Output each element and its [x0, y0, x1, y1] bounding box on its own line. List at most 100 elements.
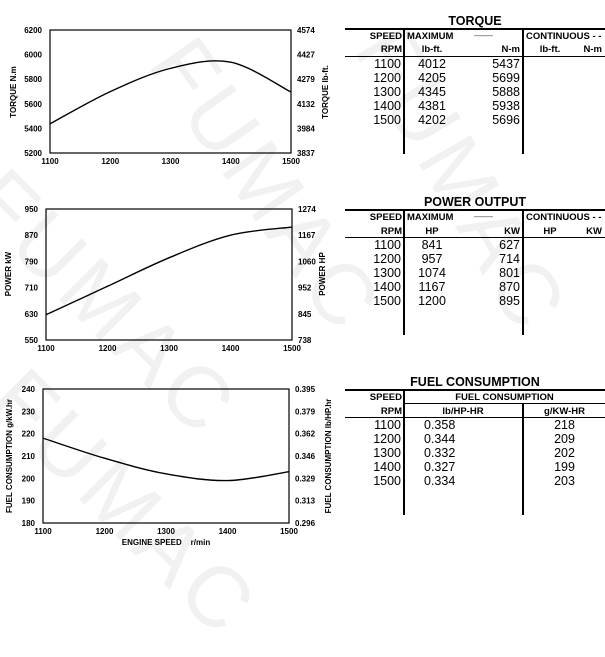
value-cell: 627 — [499, 238, 520, 252]
rpm-cell: 1400 — [373, 280, 401, 294]
y-tick-label: 950 — [25, 205, 39, 214]
divider — [522, 30, 524, 154]
cont-col-nm-header: N-m — [583, 44, 602, 55]
value-cell: 202 — [554, 446, 575, 460]
value-cell: 5696 — [492, 113, 520, 127]
value-cell: 0.344 — [424, 432, 456, 446]
y-tick-label-right: 845 — [298, 310, 312, 319]
value-cell: 0.332 — [424, 446, 456, 460]
torque-chart-plot: 6200 6000 5800 5600 5400 5200 4574 4427 4279 413… — [9, 26, 330, 166]
y-tick-label-right: 0.395 — [295, 385, 316, 394]
left-y-ticks: 240 230 220 210 200 190 180 — [22, 385, 36, 528]
y-tick-label-right: 1274 — [298, 205, 316, 214]
left-y-ticks: 6200 6000 5800 5600 5400 5200 — [24, 26, 42, 158]
value-cell: 218 — [554, 418, 575, 432]
maximum-dash: —— — [474, 211, 493, 222]
col-lbft-header: lb-ft. — [421, 44, 443, 55]
y-tick-label-right: 952 — [298, 284, 312, 293]
value-cell: 0.358 — [424, 418, 456, 432]
rpm-cell: 1300 — [373, 266, 401, 280]
value-cell: 1167 — [418, 280, 446, 294]
divider — [345, 389, 605, 391]
y-tick-label-right: 738 — [298, 336, 312, 345]
value-cell: 4345 — [418, 85, 446, 99]
power-chart: 950 870 790 710 630 550 1274 1167 1060 952 845 738… — [0, 0, 340, 365]
rpm-cell: 1500 — [373, 474, 401, 488]
x-tick-label: 1200 — [96, 527, 114, 536]
table-title: TORQUE — [448, 14, 502, 28]
value-cell: 209 — [554, 432, 575, 446]
y-tick-label-right: 3984 — [297, 124, 315, 133]
rpm-cell: 1100 — [374, 57, 401, 71]
y-tick-label-right: 0.329 — [295, 474, 316, 483]
y-tick-label: 230 — [22, 407, 36, 416]
x-tick-label: 1500 — [282, 157, 300, 166]
divider — [522, 211, 524, 335]
y-tick-label: 5600 — [24, 100, 42, 109]
divider — [345, 209, 605, 211]
y-tick-label-right: 0.379 — [295, 407, 316, 416]
value-cell: 4205 — [418, 71, 446, 85]
y-tick-label: 5200 — [24, 149, 42, 158]
rpm-cell: 1100 — [374, 418, 401, 432]
y-tick-label: 240 — [22, 385, 36, 394]
x-tick-label: 1200 — [101, 157, 119, 166]
speed-header: SPEED — [369, 31, 402, 42]
x-tick-label: 1100 — [41, 157, 59, 166]
y-tick-label-right: 1167 — [298, 231, 316, 240]
x-axis-label: ENGINE SPEED r/min — [122, 538, 211, 547]
rpm-cell: 1200 — [373, 252, 401, 266]
x-tick-label: 1400 — [219, 527, 237, 536]
y-tick-label-right: 0.296 — [295, 519, 316, 528]
y-tick-label: 550 — [25, 336, 39, 345]
maximum-header: MAXIMUM — [407, 31, 454, 42]
y-tick-label: 870 — [25, 231, 39, 240]
x-tick-label: 1500 — [283, 344, 301, 353]
value-cell: 4381 — [418, 99, 446, 113]
y-tick-label-right: 1060 — [298, 257, 316, 266]
y-tick-label: 6200 — [24, 26, 42, 35]
col-hp-header: HP — [425, 226, 439, 237]
value-cell: 0.327 — [424, 460, 456, 474]
y-tick-label: 190 — [22, 497, 36, 506]
rpm-cell: 1300 — [373, 85, 401, 99]
rpm-header: RPM — [380, 226, 402, 237]
maximum-dash: —— — [474, 30, 493, 41]
maximum-header: MAXIMUM — [407, 212, 454, 223]
x-tick-label: 1400 — [222, 344, 240, 353]
fuel-group-header: FUEL CONSUMPTION — [455, 392, 554, 403]
y-axis-label-left: TORQUE N.m — [9, 66, 18, 117]
rpm-cell: 1100 — [374, 238, 401, 252]
divider — [345, 56, 605, 57]
y-tick-label: 790 — [25, 257, 39, 266]
y-axis-label-left: POWER kW — [4, 251, 13, 296]
value-cell: 841 — [421, 238, 443, 252]
x-tick-label: 1100 — [37, 344, 55, 353]
fuel-line — [42, 437, 290, 482]
speed-header: SPEED — [369, 212, 402, 223]
divider — [345, 28, 605, 30]
power-chart-plot: 950 870 790 710 630 550 1274 1167 1060 952 845 738… — [4, 205, 327, 353]
value-cell: 203 — [554, 474, 575, 488]
torque-line — [49, 60, 292, 125]
x-ticks: 1100 1200 1300 1400 1500 — [41, 157, 300, 166]
rpm-cell: 1400 — [373, 460, 401, 474]
value-cell: 1200 — [418, 294, 446, 308]
x-tick-label: 1300 — [157, 527, 175, 536]
value-cell: 4012 — [418, 57, 446, 71]
y-tick-label: 710 — [25, 284, 39, 293]
y-tick-label-right: 0.362 — [295, 430, 316, 439]
rpm-cell: 1500 — [373, 294, 401, 308]
y-axis-label-right: POWER HP — [318, 252, 327, 296]
rpm-cell: 1500 — [373, 113, 401, 127]
x-ticks: 1100 1200 1300 1400 1500 — [37, 344, 301, 353]
value-cell: 5437 — [492, 57, 520, 71]
rpm-cell: 1400 — [373, 99, 401, 113]
cont-col-hp-header: HP — [543, 226, 557, 237]
value-cell: 4202 — [418, 113, 446, 127]
x-tick-label: 1100 — [34, 527, 52, 536]
value-cell: 957 — [421, 252, 443, 266]
cont-col-lbft-header: lb-ft. — [539, 44, 561, 55]
x-tick-label: 1400 — [222, 157, 240, 166]
